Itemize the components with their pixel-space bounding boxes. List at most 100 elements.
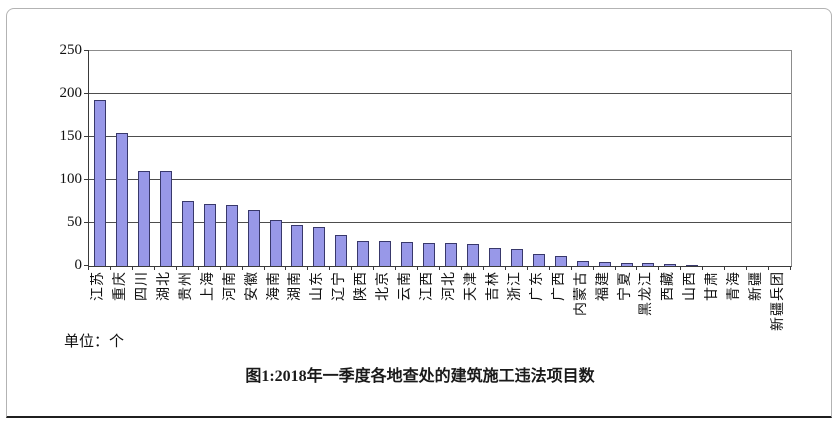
bar-内蒙古 [576,260,589,266]
bar-重庆 [115,132,128,266]
bar-安徽 [247,210,260,266]
x-axis-label-四川: 四川 [134,271,150,301]
y-tick-mark [84,50,89,51]
gridline-50 [89,222,791,223]
bar-江西 [423,242,435,266]
bar-海南 [269,219,282,266]
x-axis-label-重庆: 重庆 [112,271,128,301]
x-tick-mark [263,266,265,270]
x-axis-label-广西: 广西 [551,271,567,301]
y-tick-mark [84,222,89,223]
bar-吉林 [488,247,501,266]
y-tick-mark [84,265,89,266]
x-tick-mark [636,266,638,270]
bar-陕西 [357,241,370,266]
x-axis-label-江西: 江西 [420,271,435,301]
x-axis-label-西藏: 西藏 [661,271,677,301]
x-tick-mark [526,266,528,270]
x-tick-mark [614,266,616,270]
x-axis-label-黑龙江: 黑龙江 [639,271,655,316]
x-tick-mark [570,266,572,270]
x-axis-label-安徽: 安徽 [244,271,260,301]
bar-广西 [554,255,567,266]
x-tick-mark [548,266,550,270]
x-tick-mark [790,266,791,270]
y-axis-label-150: 150 [59,128,83,144]
x-tick-mark [768,266,770,270]
bar-河北 [445,242,457,266]
x-tick-mark [153,266,155,270]
bar-湖北 [159,171,172,266]
y-axis-label-250: 250 [59,42,83,58]
x-tick-mark [680,266,682,270]
gridline-150 [89,136,791,137]
x-axis-label-甘肃: 甘肃 [705,271,721,301]
x-axis-label-广东: 广东 [529,271,545,301]
y-tick-mark [84,93,89,94]
x-tick-mark [197,266,199,270]
x-tick-mark [88,266,89,270]
x-axis-label-宁夏: 宁夏 [617,271,633,301]
bar-黑龙江 [642,263,655,266]
x-tick-mark [504,266,506,270]
x-tick-mark [131,266,133,270]
x-axis-label-山西: 山西 [683,271,699,301]
x-tick-mark [724,266,726,270]
bar-天津 [466,243,479,266]
bar-山东 [313,227,326,266]
x-axis-label-山东: 山东 [310,271,326,301]
bar-宁夏 [620,263,633,266]
x-axis-label-湖北: 湖北 [156,271,172,301]
x-tick-mark [746,266,748,270]
bar-湖南 [291,224,304,266]
x-tick-mark [439,266,440,270]
bar-江苏 [94,100,106,266]
x-tick-mark [460,266,462,270]
bar-北京 [379,241,392,266]
x-axis-label-内蒙古: 内蒙古 [573,271,589,316]
x-tick-mark [351,266,353,270]
x-axis-label-河南: 河南 [222,271,238,301]
x-axis-label-北京: 北京 [376,271,392,301]
bar-上海 [203,204,216,266]
x-axis-label-新疆: 新疆 [749,271,765,301]
x-axis-label-贵州: 贵州 [178,271,194,301]
bar-浙江 [510,248,523,266]
bar-福建 [598,261,611,266]
y-axis-label-200: 200 [59,85,83,101]
x-tick-mark [219,266,221,270]
y-tick-mark [84,179,89,180]
x-axis-label-天津: 天津 [463,271,479,301]
x-tick-mark [658,266,660,270]
x-tick-mark [109,266,111,270]
bar-四川 [137,170,150,266]
x-axis-label-云南: 云南 [398,271,414,301]
y-tick-mark [84,136,89,137]
bar-山西 [686,265,699,266]
x-axis-label-吉林: 吉林 [485,271,501,301]
x-tick-mark [592,266,594,270]
gridline-100 [89,179,791,180]
bar-贵州 [181,200,194,266]
x-axis-label-辽宁: 辽宁 [332,271,348,301]
bar-辽宁 [335,235,348,266]
bar-西藏 [664,264,677,266]
y-axis-label-50: 50 [67,214,82,230]
bar-广东 [532,254,545,266]
x-axis-label-新疆兵团: 新疆兵团 [771,271,786,331]
x-tick-mark [307,266,309,270]
x-tick-mark [702,266,704,270]
x-axis-label-湖南: 湖南 [288,271,304,301]
x-axis-label-江苏: 江苏 [91,271,106,301]
x-tick-mark [241,266,243,270]
x-axis-label-上海: 上海 [200,271,216,301]
x-tick-mark [417,266,419,270]
bar-河南 [225,204,238,266]
bar-云南 [401,241,414,266]
x-tick-mark [285,266,287,270]
x-axis-label-海南: 海南 [266,271,282,301]
y-axis-label-0: 0 [74,257,83,273]
unit-label: 单位：个 [64,334,125,350]
x-axis-label-陕西: 陕西 [354,271,370,301]
